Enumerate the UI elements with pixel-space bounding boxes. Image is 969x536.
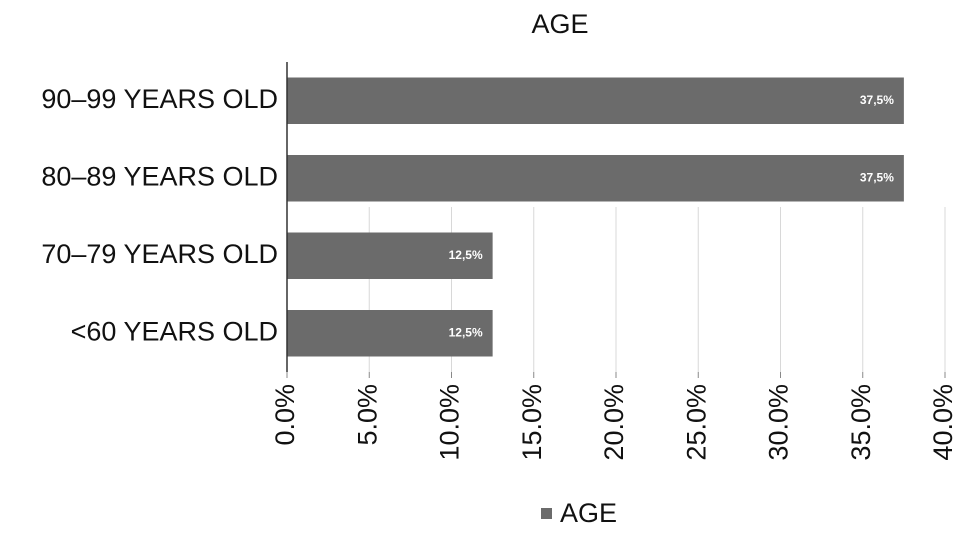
x-tick-label: 15.0%	[517, 384, 547, 461]
y-tick-label: 70–79 YEARS OLD	[41, 239, 278, 269]
legend-swatch	[541, 508, 552, 519]
legend-label: AGE	[560, 498, 617, 528]
y-tick-label: 90–99 YEARS OLD	[41, 84, 278, 114]
chart-title: AGE	[531, 9, 588, 39]
data-label: 12,5%	[449, 325, 483, 339]
x-tick-label: 35.0%	[846, 384, 876, 461]
x-tick-label: 20.0%	[599, 384, 629, 461]
bar	[287, 77, 904, 124]
x-tick-label: 5.0%	[352, 384, 382, 446]
x-tick-label: 0.0%	[270, 384, 300, 446]
x-tick-label: 30.0%	[764, 384, 794, 461]
data-label: 37,5%	[860, 93, 894, 107]
data-label: 12,5%	[449, 248, 483, 262]
y-tick-label: 80–89 YEARS OLD	[41, 161, 278, 191]
x-tick-label: 40.0%	[928, 384, 958, 461]
x-tick-label: 25.0%	[681, 384, 711, 461]
bar	[287, 232, 493, 279]
data-label: 37,5%	[860, 170, 894, 184]
x-tick-label: 10.0%	[435, 384, 465, 461]
y-tick-label: <60 YEARS OLD	[71, 316, 278, 346]
bar	[287, 155, 904, 202]
bar	[287, 310, 493, 357]
